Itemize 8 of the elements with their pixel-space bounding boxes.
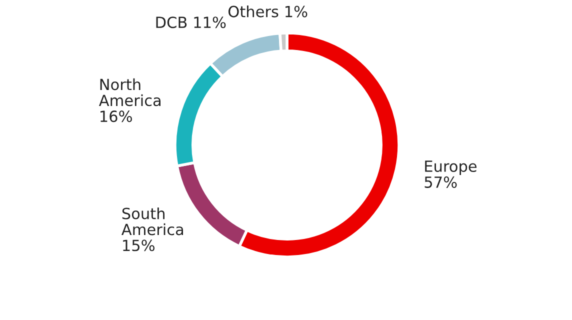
slice-label: Others 1%: [228, 6, 308, 18]
data-label: 57%: [424, 176, 457, 188]
slice-label: Europe: [425, 160, 477, 175]
slice-label: DCB 11%: [156, 16, 226, 28]
data-label: 15%: [123, 240, 154, 252]
slice-label: North America: [98, 78, 160, 106]
slice-label: South America: [122, 207, 184, 236]
data-label: 16%: [100, 110, 132, 122]
